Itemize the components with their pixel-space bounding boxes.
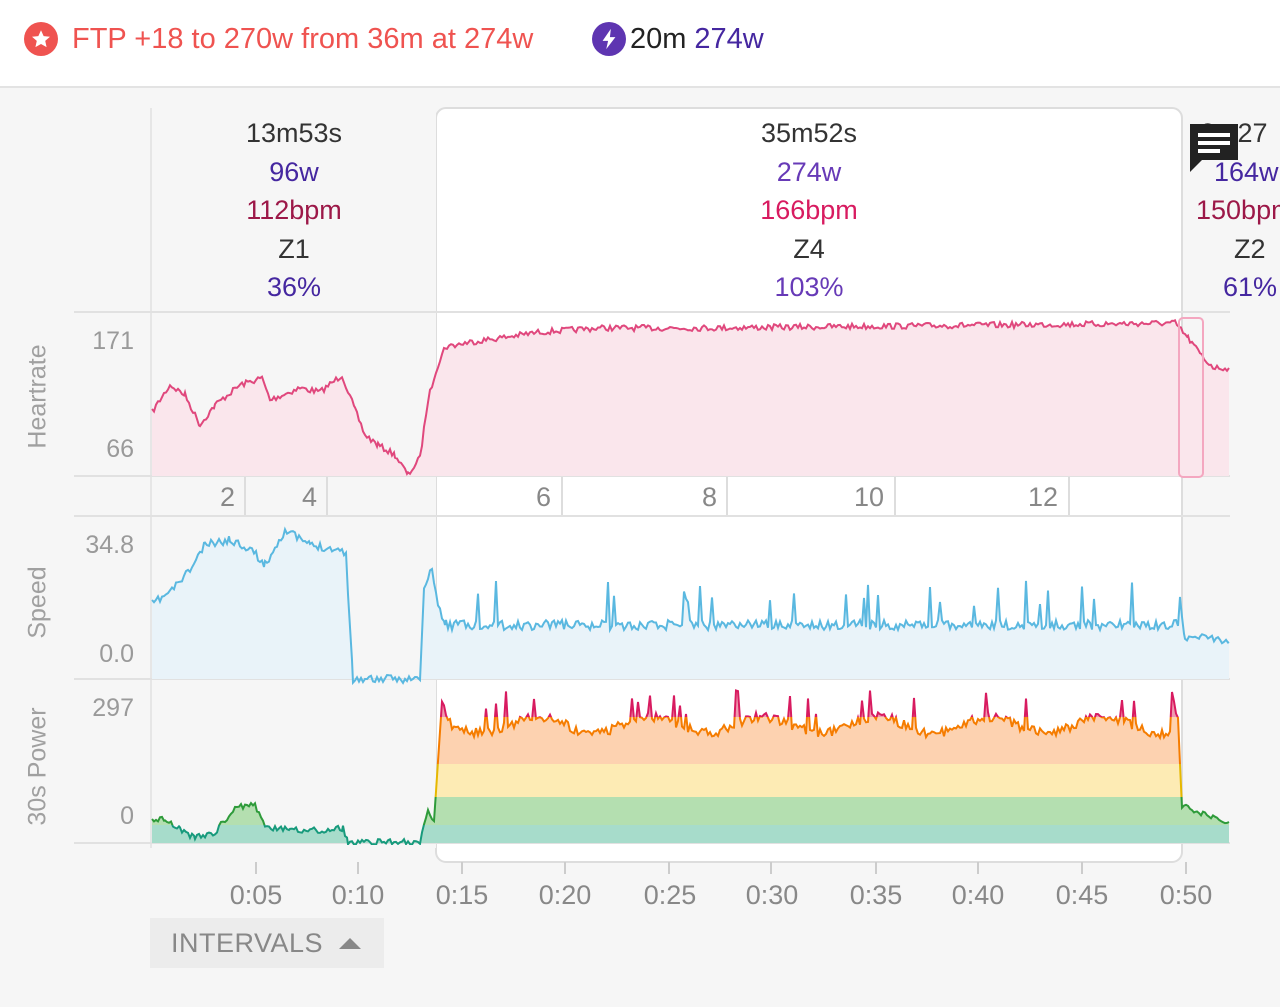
intervals-button-label: INTERVALS xyxy=(170,927,324,958)
distance-tick: 2 xyxy=(220,482,236,512)
power-axis-title: 30s Power xyxy=(23,707,52,826)
time-tick: 0:50 xyxy=(1159,880,1213,910)
distance-tick: 10 xyxy=(854,482,885,512)
time-tick: 0:25 xyxy=(643,880,697,910)
power-line-teal xyxy=(171,825,425,845)
speed-chart[interactable] xyxy=(151,526,1230,686)
interval-zone: Z1 xyxy=(278,233,310,264)
power-line-orange xyxy=(436,717,1181,764)
time-tick: 0:20 xyxy=(538,880,592,910)
interval-watts: 164w xyxy=(1214,156,1279,187)
interval-zone: Z4 xyxy=(793,233,825,264)
interval-heartrate: 112bpm xyxy=(246,195,342,225)
lap-marker[interactable] xyxy=(1178,317,1204,478)
interval-percent: 103% xyxy=(774,272,844,302)
heartrate-chart[interactable] xyxy=(151,317,1230,478)
distance-tick: 12 xyxy=(1028,482,1059,512)
caret-up-icon xyxy=(339,938,362,949)
best-power-duration: 20m xyxy=(630,22,687,55)
star-icon xyxy=(24,22,58,56)
power-zone-orange xyxy=(437,717,1180,764)
time-tick: 0:45 xyxy=(1055,880,1109,910)
distance-tick: 6 xyxy=(536,482,552,512)
best-power-value: 274w xyxy=(694,22,764,55)
heartrate-axis-title: Heartrate xyxy=(23,344,52,449)
time-tick: 0:30 xyxy=(745,880,799,910)
power-y-max: 297 xyxy=(92,694,134,722)
heartrate-y-min: 66 xyxy=(106,435,134,463)
distance-tick: 8 xyxy=(702,482,718,512)
speed-line xyxy=(151,526,1230,686)
power-zone-green xyxy=(152,797,1229,825)
power-y-min: 0 xyxy=(120,802,134,830)
time-tick: 0:10 xyxy=(331,880,385,910)
time-tick: 0:40 xyxy=(951,880,1005,910)
heartrate-y-max: 171 xyxy=(92,327,134,355)
speed-y-max: 34.8 xyxy=(85,531,134,559)
comment-icon[interactable] xyxy=(1188,122,1240,174)
time-tick: 0:15 xyxy=(435,880,489,910)
time-tick: 0:05 xyxy=(229,880,283,910)
power-zone-yellow xyxy=(435,764,1182,797)
interval-summary-2[interactable]: 35m52s 274w 166bpm Z4 103% xyxy=(436,114,1182,307)
best-power-badge[interactable]: 20m 274w xyxy=(592,22,764,56)
speed-area xyxy=(152,529,1229,683)
interval-duration: 13m53s xyxy=(245,118,343,148)
ftp-badge[interactable]: FTP +18 to 270w from 36m at 274w xyxy=(24,22,533,56)
heartrate-line xyxy=(151,318,1230,476)
time-tick: 0:35 xyxy=(849,880,903,910)
interval-duration: 35m52s xyxy=(760,118,858,148)
distance-tick: 4 xyxy=(302,482,318,512)
activity-header: FTP +18 to 270w from 36m at 274w 20m 274… xyxy=(0,0,1280,88)
interval-percent: 36% xyxy=(266,272,322,302)
lightning-icon xyxy=(592,22,626,56)
interval-zone: Z2 xyxy=(1234,233,1266,264)
speed-axis-title: Speed xyxy=(23,566,52,639)
interval-heartrate: 150bpm xyxy=(1196,195,1280,225)
interval-watts: 96w xyxy=(269,156,319,187)
interval-watts: 274w xyxy=(776,156,842,187)
power-chart[interactable] xyxy=(151,689,1230,846)
heartrate-area xyxy=(152,320,1229,476)
intervals-toggle-button[interactable]: INTERVALS xyxy=(150,918,384,968)
speed-y-min: 0.0 xyxy=(99,640,134,668)
interval-summary-1[interactable]: 13m53s 96w 112bpm Z1 36% xyxy=(152,114,436,307)
ftp-text: FTP +18 to 270w from 36m at 274w xyxy=(72,22,534,55)
interval-percent: 61% xyxy=(1223,272,1278,302)
interval-heartrate: 166bpm xyxy=(760,195,858,225)
